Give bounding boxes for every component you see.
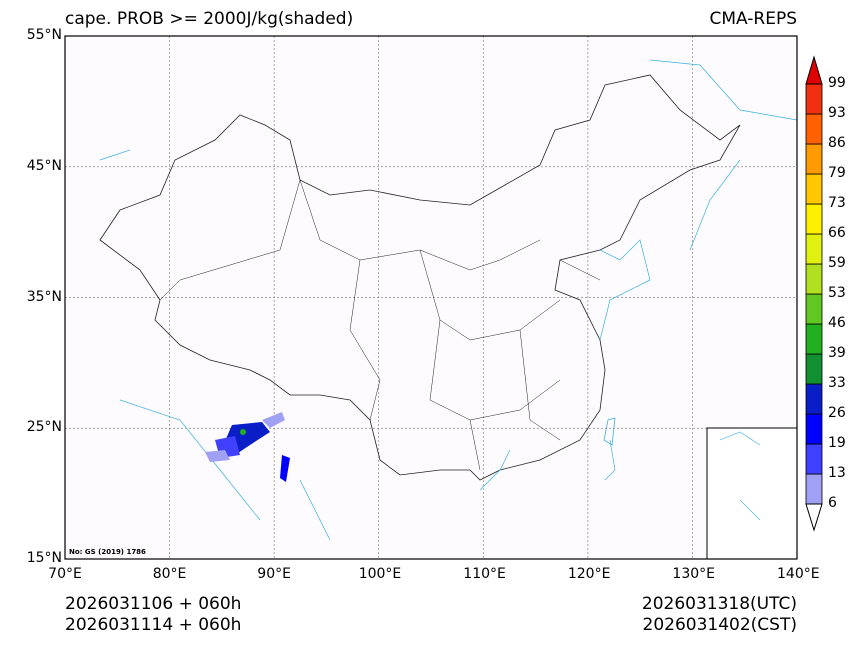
colorbar-segment (805, 413, 823, 445)
map-frame (64, 35, 798, 560)
model-name: CMA-REPS (709, 9, 797, 29)
colorbar-segment (805, 353, 823, 385)
colorbar-over-arrow (805, 55, 823, 85)
lon-tick: 120°E (567, 566, 611, 582)
colorbar-segment (805, 473, 823, 505)
colorbar-segment (805, 113, 823, 145)
map-approval-number: No: GS (2019) 1786 (69, 548, 146, 556)
colorbar-label: 46 (828, 315, 846, 331)
colorbar-segment (805, 143, 823, 175)
colorbar-label: 86 (828, 135, 846, 151)
colorbar-segment (805, 203, 823, 235)
colorbar-label: 79 (828, 165, 846, 181)
lat-tick: 45°N (26, 158, 62, 174)
colorbar-label: 19 (828, 435, 846, 451)
lat-tick: 25°N (26, 419, 62, 435)
colorbar-label: 33 (828, 375, 846, 391)
colorbar-label: 59 (828, 255, 846, 271)
colorbar-segment (805, 83, 823, 115)
lon-tick: 90°E (257, 566, 291, 582)
lon-tick: 70°E (48, 566, 82, 582)
colorbar-segment (805, 383, 823, 415)
colorbar-under-arrow (805, 503, 823, 532)
south-china-sea-inset (706, 427, 798, 560)
valid-time-utc: 2026031318(UTC) (641, 594, 797, 614)
colorbar-label: 13 (828, 465, 846, 481)
colorbar (805, 55, 823, 532)
colorbar-label: 73 (828, 195, 846, 211)
probability-shading (205, 412, 290, 482)
lat-tick: 35°N (26, 289, 62, 305)
lat-tick: 15°N (26, 550, 62, 566)
province-borders (159, 179, 601, 471)
colorbar-segment (805, 263, 823, 295)
colorbar-segment (805, 233, 823, 265)
colorbar-label: 39 (828, 345, 846, 361)
colorbar-segment (805, 173, 823, 205)
valid-time-cst: 2026031402(CST) (642, 615, 797, 635)
colorbar-label: 6 (828, 495, 837, 511)
lon-tick: 80°E (152, 566, 187, 582)
coastline (99, 59, 798, 541)
colorbar-segment (805, 323, 823, 355)
lon-tick: 100°E (358, 566, 402, 582)
init-time-cst: 2026031114 + 060h (65, 615, 242, 635)
colorbar-segment (805, 443, 823, 475)
colorbar-label: 99 (828, 75, 846, 91)
colorbar-label: 26 (828, 405, 846, 421)
init-time-utc: 2026031106 + 060h (65, 594, 242, 614)
colorbar-label: 53 (828, 285, 846, 301)
lon-tick: 110°E (463, 566, 506, 582)
lon-tick: 130°E (672, 566, 715, 582)
chart-title: cape. PROB >= 2000J/kg(shaded) (65, 9, 354, 29)
colorbar-label: 93 (828, 105, 846, 121)
lat-tick: 55°N (26, 27, 62, 43)
taiwan-island (603, 417, 616, 446)
lon-tick: 140°E (777, 566, 820, 582)
colorbar-label: 66 (828, 225, 846, 241)
colorbar-segment (805, 293, 823, 325)
